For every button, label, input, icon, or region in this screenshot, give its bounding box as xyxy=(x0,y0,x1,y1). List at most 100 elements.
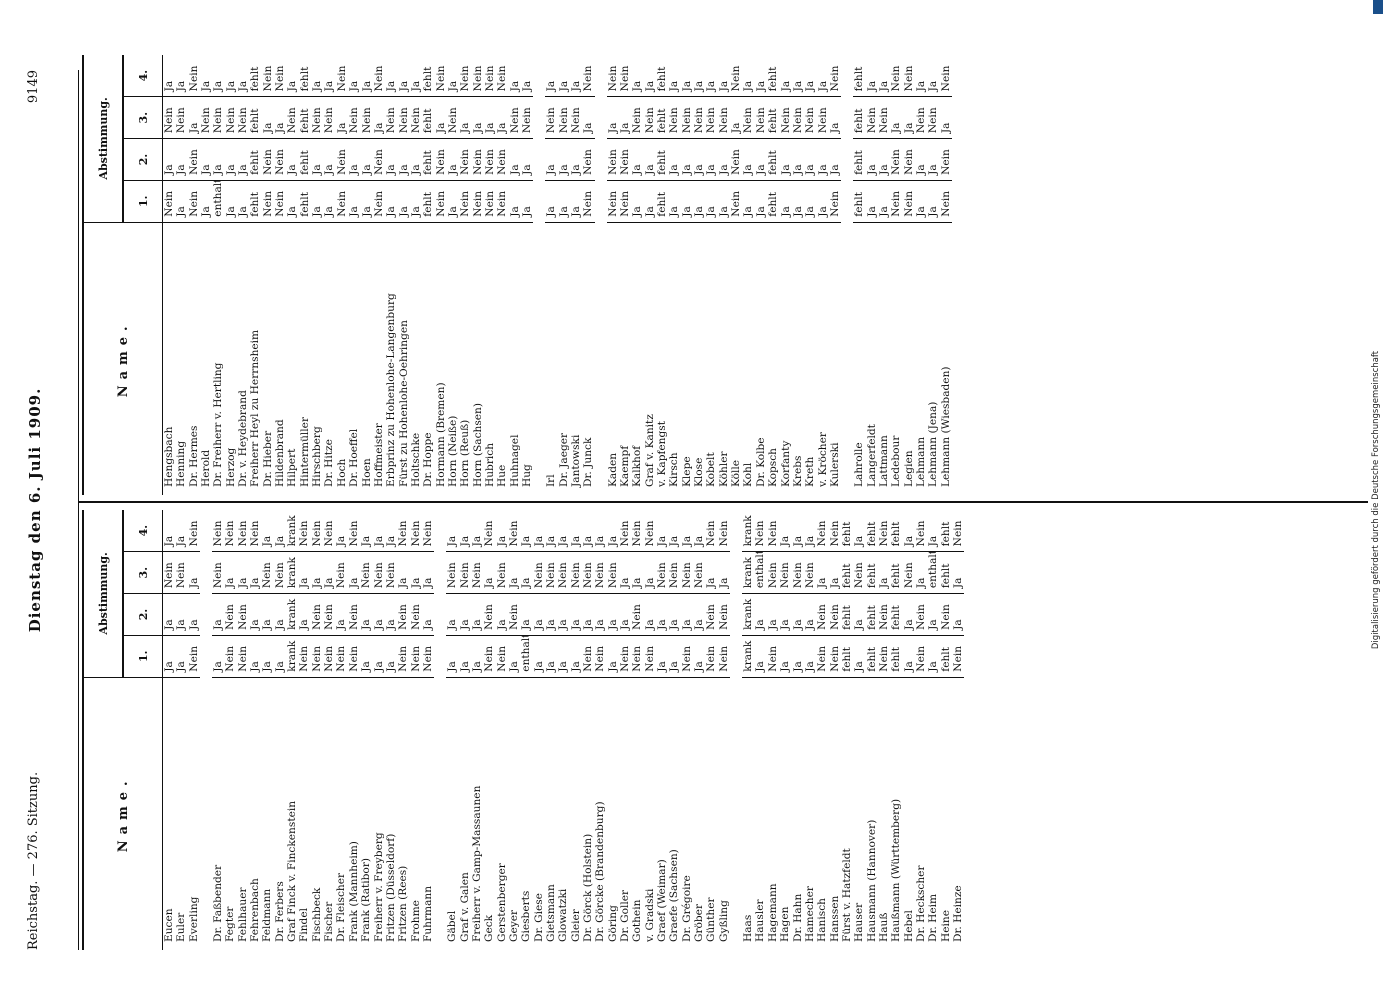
member-name: Erbprinz zu Hohenlohe-Langenburg xyxy=(385,293,398,487)
table-row: Lehmann (Wiesbaden) Nein Nein Ja Nein xyxy=(939,55,952,495)
vote-cell-3: Ja xyxy=(828,96,842,139)
table-row: Dr. Heim Ja Ja enthalten Ja xyxy=(927,510,940,950)
vote-cell-2: Nein xyxy=(323,593,336,636)
vote-cell-3: Nein xyxy=(360,96,373,139)
vote-cell-3: Nein xyxy=(385,96,398,139)
table-row: Eucen Ja Ja Nein Ja xyxy=(162,510,176,950)
vote-cell-3: Nein xyxy=(902,551,915,594)
vote-cell-3: Ja xyxy=(483,96,497,139)
vote-cell-1: enthalten xyxy=(212,180,225,223)
table-row: Kohl Ja Ja Nein Ja xyxy=(742,55,755,495)
member-name: Frank (Ratibor) xyxy=(360,857,373,942)
dfg-logo xyxy=(1373,0,1383,14)
vote-cell-2: Ja xyxy=(594,593,607,636)
digitization-footer: Digitalisierung gefördert durch die Deut… xyxy=(1371,350,1381,650)
vote-cell-4: fehlt xyxy=(298,55,312,97)
member-name: Kopsch xyxy=(767,448,780,487)
vote-cell-1: fehlt xyxy=(767,180,780,223)
vote-cell-1: Ja xyxy=(803,635,817,678)
vote-cell-3: Nein xyxy=(311,96,324,139)
vote-cell-2: Ja xyxy=(249,593,262,636)
vote-cell-4: Ja xyxy=(804,55,817,97)
vote-cell-3: Nein xyxy=(532,551,545,594)
member-name: Dr. Görcke (Brandenburg) xyxy=(594,801,607,942)
page-number: 9149 xyxy=(26,70,41,104)
vote-cell-4: Ja xyxy=(446,55,460,97)
vote-cell-3: Nein xyxy=(569,551,582,594)
table-row: Hue Nein Nein Ja Nein xyxy=(496,55,509,495)
vote-cell-1: Ja xyxy=(175,635,188,678)
vote-cell-2: fehlt xyxy=(840,593,854,636)
vote-cell-1: Nein xyxy=(187,635,201,678)
member-name: Eucen xyxy=(163,908,175,942)
vote-cell-4: Nein xyxy=(828,510,841,552)
vote-cell-1: Ja xyxy=(779,635,792,678)
vote-cell-3: Nein xyxy=(865,96,878,139)
vote-cell-2: Ja xyxy=(162,593,176,636)
vote-cell-3: Ja xyxy=(421,551,435,594)
vote-cell-4: Ja xyxy=(557,55,570,97)
vote-3-header: 3. xyxy=(123,551,163,594)
vote-cell-1: Nein xyxy=(162,180,176,223)
vote-cell-4: Ja xyxy=(631,55,644,97)
vote-cell-2: Ja xyxy=(286,138,299,181)
member-name: Fischer xyxy=(323,901,336,942)
member-name: Frank (Mannheim) xyxy=(347,841,360,942)
vote-cell-4: Nein xyxy=(397,510,410,552)
vote-cell-3: Nein xyxy=(742,96,755,139)
vote-cell-3: Nein xyxy=(656,551,669,594)
table-row: Glowatzki Ja Ja Nein Ja xyxy=(557,510,570,950)
member-name: Hagen xyxy=(779,906,792,942)
vote-cell-3: Ja xyxy=(323,551,336,594)
vote-cell-3: enthalten xyxy=(754,551,767,594)
vote-cell-2: fehlt xyxy=(853,138,866,181)
vote-cell-1: Ja xyxy=(545,180,558,223)
vote-cell-1: Ja xyxy=(458,635,471,678)
member-name: Feldmann xyxy=(261,888,274,942)
vote-cell-4: Nein xyxy=(828,55,842,97)
vote-cell-3: Ja xyxy=(951,551,965,594)
vote-cell-3: Nein xyxy=(594,551,607,594)
vote-cell-4: krank xyxy=(742,510,755,552)
vote-cell-4: Ja xyxy=(668,55,681,97)
member-name: Kulerski xyxy=(828,442,841,487)
member-name: Freiherr v. Freyberg xyxy=(372,832,385,942)
vote-cell-3: fehlt xyxy=(422,96,435,139)
vote-cell-3: Ja xyxy=(619,551,632,594)
member-name: Krebs xyxy=(791,455,804,487)
vote-cell-4: Ja xyxy=(816,55,829,97)
vote-cell-3: enthalten xyxy=(927,551,940,594)
vote-cell-4: Nein xyxy=(483,510,496,552)
table-row: Giesberts enthalten Ja Ja Ja xyxy=(520,510,533,950)
vote-cell-3: Ja xyxy=(717,551,731,594)
table-row: Fehlhauer Nein Nein Ja Nein xyxy=(236,510,250,950)
vote-cell-2: Ja xyxy=(421,593,435,636)
table-row: Haußmann (Württemberg) fehlt fehlt fehlt feh… xyxy=(890,510,903,950)
vote-cell-2: Ja xyxy=(668,138,681,181)
vote-cell-1: Nein xyxy=(877,635,891,678)
member-name: Dr. Hieber xyxy=(261,430,274,487)
member-name: Legien xyxy=(902,450,915,487)
vote-cell-3: Ja xyxy=(507,551,521,594)
vote-cell-3: Nein xyxy=(606,551,620,594)
member-name: Hauß xyxy=(877,912,890,942)
vote-cell-1: Ja xyxy=(508,180,521,223)
vote-cell-2: Nein xyxy=(939,138,952,181)
vote-cell-3: Nein xyxy=(754,96,768,139)
vote-cell-1: Nein xyxy=(902,180,915,223)
table-row: Dr. Hahn Ja Ja Nein Ja xyxy=(791,510,804,950)
table-row: Hubrich Nein Nein Ja Nein xyxy=(483,55,497,495)
table-row: Fischer Nein Nein Ja Nein xyxy=(323,510,336,950)
vote-cell-3: Ja xyxy=(520,551,533,594)
vote-cell-1: Nein xyxy=(705,635,718,678)
vote-cell-4: Nein xyxy=(298,510,311,552)
vote-cell-2: Nein xyxy=(434,138,447,181)
vote-cell-1: Ja xyxy=(237,180,250,223)
vote-cell-2: Ja xyxy=(693,138,706,181)
vote-cell-2: Ja xyxy=(397,138,410,181)
vote-cell-4: fehlt xyxy=(853,55,866,97)
vote-cell-3: Nein xyxy=(458,551,471,594)
vote-cell-2: Nein xyxy=(347,593,361,636)
vote-cell-1: Ja xyxy=(643,180,657,223)
vote-cell-1: Ja xyxy=(162,635,176,678)
